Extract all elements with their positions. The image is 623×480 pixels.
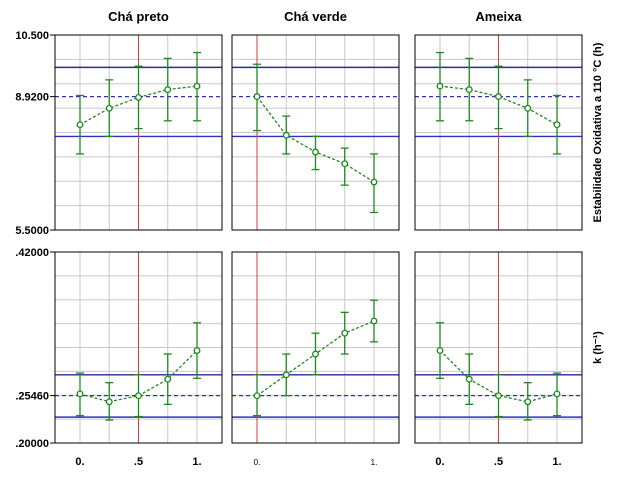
- data-point: [253, 392, 261, 400]
- panel-frame: [54, 34, 223, 231]
- data-point: [370, 317, 378, 325]
- panel-frame: [414, 34, 583, 231]
- data-point: [193, 82, 201, 90]
- data-point: [524, 398, 532, 406]
- data-point: [164, 375, 172, 383]
- y-tick-label: .20000: [15, 438, 49, 450]
- y-tick-label: 8.9200: [15, 92, 49, 104]
- panel-r2-c2: [231, 251, 400, 444]
- panel-frame: [54, 251, 223, 444]
- y-tick-label: .25460: [15, 391, 49, 403]
- panel-title: Chá verde: [284, 9, 347, 24]
- data-point: [524, 104, 532, 112]
- data-point: [495, 93, 502, 101]
- x-tick-label: 0.: [435, 456, 444, 468]
- panel-r2-c1: [50, 251, 223, 444]
- x-tick-label: 1.: [552, 456, 561, 468]
- data-point: [341, 329, 349, 337]
- y-tick-label: 5.5000: [15, 225, 49, 237]
- series-line: [79, 85, 198, 126]
- data-point: [495, 392, 502, 400]
- y-tick-label: 10.500: [15, 30, 49, 42]
- panel-r1-c2: [231, 34, 400, 231]
- panel-r1-c3: [414, 34, 583, 231]
- x-tick-label: 0.: [254, 458, 261, 467]
- data-point: [135, 392, 142, 400]
- x-tick-label: .5: [134, 456, 143, 468]
- x-tick-label: 0.: [75, 456, 84, 468]
- panel-title: Chá preto: [108, 9, 169, 24]
- data-point: [135, 93, 142, 101]
- x-tick-label: .5: [494, 456, 503, 468]
- panel-frame: [231, 251, 400, 444]
- data-point: [282, 371, 290, 379]
- panel-frame: [231, 34, 400, 231]
- data-point: [76, 390, 84, 398]
- y-axis-label: k (h⁻¹): [592, 331, 604, 364]
- y-axis-label: Estabilidade Oxidativa a 110 °C (h): [592, 42, 604, 222]
- data-point: [370, 178, 378, 186]
- data-point: [436, 82, 444, 90]
- data-point: [76, 121, 84, 129]
- series-line: [439, 350, 558, 403]
- data-point: [553, 390, 561, 398]
- panel-r2-c3: [414, 251, 583, 444]
- panel-r1-c1: [50, 34, 223, 231]
- data-point: [105, 398, 113, 406]
- panel-frame: [414, 251, 583, 444]
- x-tick-label: 1.: [371, 458, 378, 467]
- data-point: [312, 148, 319, 156]
- data-point: [553, 121, 561, 129]
- data-point: [341, 160, 349, 168]
- data-point: [436, 347, 444, 354]
- y-tick-label: .42000: [15, 247, 49, 259]
- data-point: [465, 86, 473, 94]
- data-point: [465, 375, 473, 383]
- data-point: [253, 93, 261, 101]
- data-point: [312, 350, 319, 358]
- data-point: [282, 131, 290, 139]
- series-line: [439, 85, 558, 126]
- data-point: [164, 86, 172, 94]
- x-tick-label: 1.: [192, 456, 201, 468]
- panel-title: Ameixa: [475, 9, 522, 24]
- data-point: [193, 347, 201, 354]
- data-point: [105, 104, 113, 112]
